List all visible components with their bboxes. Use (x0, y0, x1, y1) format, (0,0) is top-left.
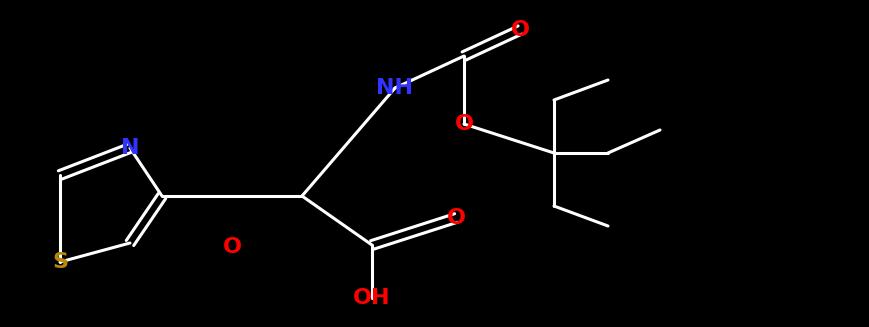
Text: OH: OH (354, 288, 391, 308)
Text: S: S (52, 252, 68, 272)
Text: N: N (121, 138, 139, 158)
Text: O: O (510, 20, 529, 40)
Text: O: O (447, 208, 466, 228)
Text: O: O (222, 237, 242, 257)
Text: NH: NH (376, 78, 414, 98)
Text: O: O (454, 114, 474, 134)
